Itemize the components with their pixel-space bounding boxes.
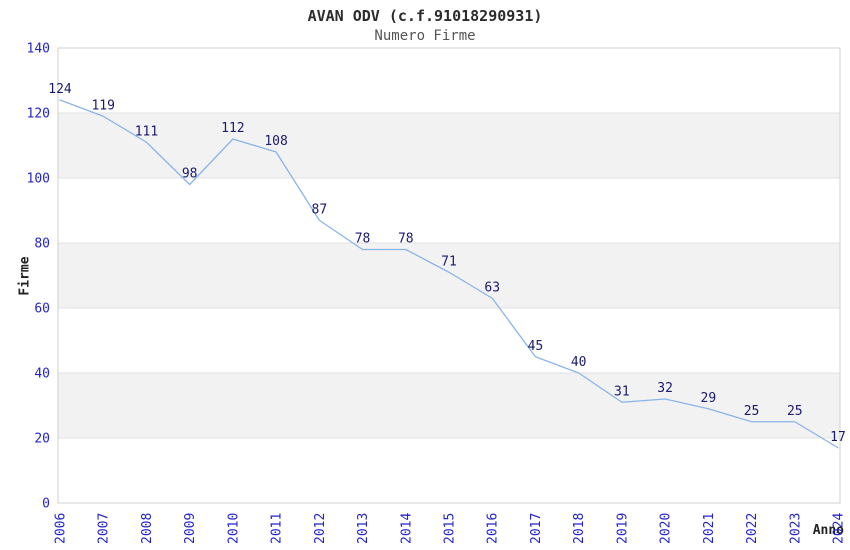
data-point-label: 25 bbox=[787, 404, 803, 419]
grid-band bbox=[57, 372, 841, 439]
grid-band bbox=[57, 242, 841, 309]
data-point-label: 87 bbox=[312, 202, 328, 217]
data-point-label: 31 bbox=[614, 384, 630, 399]
y-tick-label: 60 bbox=[34, 302, 50, 317]
y-tick-label: 40 bbox=[34, 367, 50, 382]
data-point-label: 25 bbox=[744, 404, 760, 419]
data-point-label: 112 bbox=[221, 121, 244, 136]
y-tick-label: 80 bbox=[34, 237, 50, 252]
x-tick-label: 2019 bbox=[615, 513, 630, 544]
y-tick-label: 120 bbox=[27, 107, 50, 122]
x-axis-title: Anno bbox=[812, 523, 844, 538]
x-tick-label: 2007 bbox=[97, 513, 112, 544]
plot-border bbox=[57, 47, 841, 504]
y-tick-label: 20 bbox=[34, 432, 50, 447]
data-point-label: 45 bbox=[528, 339, 544, 354]
data-point-label: 108 bbox=[264, 134, 287, 149]
data-point-label: 63 bbox=[484, 280, 500, 295]
data-point-label: 32 bbox=[657, 381, 673, 396]
data-point-label: 124 bbox=[48, 82, 72, 97]
x-tick-label: 2021 bbox=[702, 513, 717, 544]
x-tick-label: 2022 bbox=[745, 513, 760, 544]
data-point-label: 98 bbox=[182, 167, 198, 182]
x-tick-label: 2014 bbox=[399, 513, 414, 544]
chart-subtitle: Numero Firme bbox=[374, 28, 476, 44]
data-point-label: 78 bbox=[398, 232, 414, 247]
data-point-label: 29 bbox=[701, 391, 717, 406]
y-tick-label: 100 bbox=[27, 172, 50, 187]
x-tick-label: 2023 bbox=[788, 513, 803, 544]
x-tick-label: 2008 bbox=[140, 513, 155, 544]
x-tick-label: 2024 bbox=[832, 513, 847, 544]
x-tick-label: 2020 bbox=[659, 513, 674, 544]
y-tick-label: 140 bbox=[27, 42, 50, 57]
data-point-label: 40 bbox=[571, 355, 587, 370]
data-point-label: 71 bbox=[441, 254, 457, 269]
y-tick-label: 0 bbox=[42, 497, 50, 512]
x-tick-label: 2011 bbox=[270, 513, 285, 544]
x-tick-label: 2013 bbox=[356, 513, 371, 544]
grid-band bbox=[57, 112, 841, 179]
x-tick-label: 2016 bbox=[486, 513, 501, 544]
data-line bbox=[59, 99, 839, 449]
x-tick-label: 2010 bbox=[226, 513, 241, 544]
data-point-label: 119 bbox=[91, 98, 114, 113]
x-tick-label: 2009 bbox=[183, 513, 198, 544]
x-tick-label: 2015 bbox=[443, 513, 458, 544]
x-tick-label: 2018 bbox=[572, 513, 587, 544]
x-tick-label: 2017 bbox=[529, 513, 544, 544]
data-point-label: 111 bbox=[135, 124, 158, 139]
data-point-label: 78 bbox=[355, 232, 371, 247]
data-point-label: 17 bbox=[830, 430, 846, 445]
chart-title: AVAN ODV (c.f.91018290931) bbox=[307, 7, 543, 25]
x-tick-label: 2012 bbox=[313, 513, 328, 544]
x-tick-label: 2006 bbox=[54, 513, 69, 544]
